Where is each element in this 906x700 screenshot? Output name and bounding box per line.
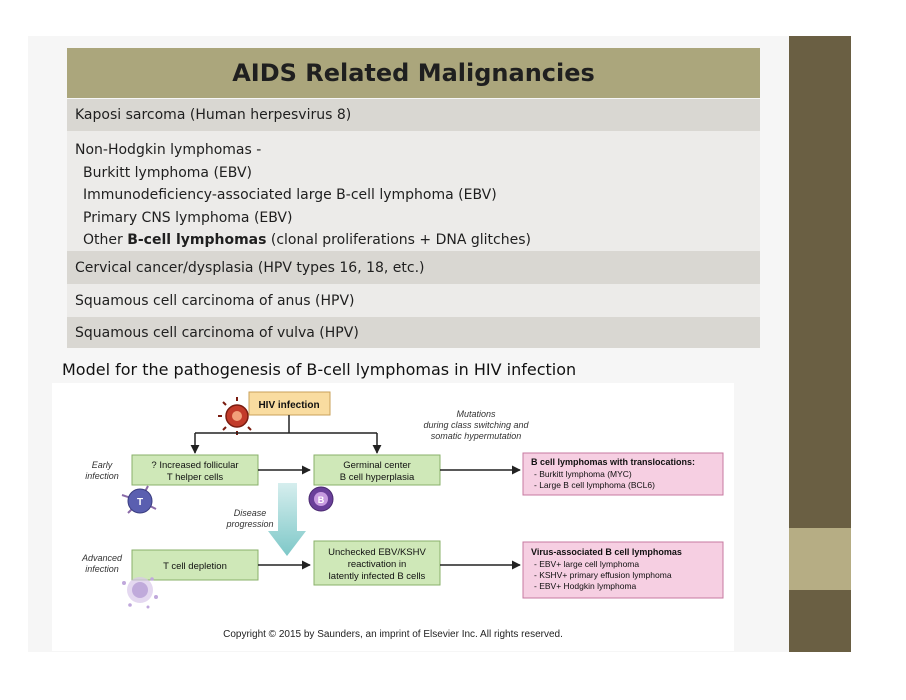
row-vulva: Squamous cell carcinoma of vulva (HPV) bbox=[67, 317, 760, 348]
follicular-line-1: ? Increased follicular bbox=[151, 460, 238, 471]
germinal-line-2: B cell hyperplasia bbox=[340, 472, 415, 483]
mutations-note-3: somatic hypermutation bbox=[431, 431, 522, 441]
title-banner: AIDS Related Malignancies bbox=[67, 48, 760, 98]
hiv-virus-icon bbox=[218, 397, 252, 435]
follicular-line-2: T helper cells bbox=[167, 472, 224, 483]
ebv-kshv-box bbox=[313, 540, 441, 586]
virus-item-1: - EBV+ large cell lymphoma bbox=[534, 559, 639, 569]
nhl-other-bold: B-cell lymphomas bbox=[127, 232, 267, 248]
mutations-note-1: Mutations bbox=[456, 409, 496, 419]
b-cell-label: B bbox=[318, 495, 325, 505]
row-cervical: Cervical cancer/dysplasia (HPV types 16,… bbox=[67, 251, 760, 284]
nhl-item-cns: Primary CNS lymphoma (EBV) bbox=[83, 209, 293, 226]
row-vulva-text: Squamous cell carcinoma of vulva (HPV) bbox=[75, 324, 359, 341]
row-kaposi-text: Kaposi sarcoma (Human herpesvirus 8) bbox=[75, 107, 352, 123]
disease-progression-arrow bbox=[268, 483, 306, 556]
germinal-line-1: Germinal center bbox=[343, 460, 411, 471]
row-kaposi: Kaposi sarcoma (Human herpesvirus 8) bbox=[67, 99, 760, 131]
virus-associated-box bbox=[522, 541, 724, 599]
figure-subtitle: Model for the pathogenesis of B-cell lym… bbox=[62, 360, 577, 379]
t-cell-label: T bbox=[137, 497, 143, 508]
pathogenesis-figure: HIV infection Mutations during class swi… bbox=[52, 383, 734, 651]
hiv-infection-label: HIV infection bbox=[258, 400, 319, 411]
early-infection-2: infection bbox=[85, 471, 119, 481]
ebv-line-1: Unchecked EBV/KSHV bbox=[328, 547, 426, 558]
depleted-t-cell-icon bbox=[122, 577, 158, 609]
t-cell-icon: T bbox=[121, 485, 157, 514]
t-cell-depletion-box bbox=[131, 549, 259, 581]
nhl-other-suffix: (clonal proliferations + DNA glitches) bbox=[266, 232, 531, 248]
virus-title: Virus-associated B cell lymphomas bbox=[531, 547, 682, 557]
translocations-box bbox=[522, 452, 724, 496]
disease-progression-1: Disease bbox=[234, 508, 267, 518]
copyright-notice: Copyright © 2015 by Saunders, an imprint… bbox=[223, 629, 563, 640]
germinal-center-box bbox=[313, 454, 441, 486]
nhl-heading: Non-Hodgkin lymphomas - bbox=[75, 142, 262, 158]
nhl-item-immunodeficiency: Immunodeficiency-associated large B-cell… bbox=[83, 187, 497, 203]
advanced-infection-1: Advanced bbox=[81, 553, 123, 563]
early-infection-1: Early bbox=[92, 460, 113, 470]
t-cell-depletion-label: T cell depletion bbox=[163, 561, 227, 572]
translocations-title: B cell lymphomas with translocations: bbox=[531, 457, 695, 467]
ebv-line-2: reactivation in bbox=[348, 559, 407, 570]
slide-title: AIDS Related Malignancies bbox=[232, 59, 595, 87]
row-cervical-text: Cervical cancer/dysplasia (HPV types 16,… bbox=[75, 259, 425, 276]
row-anus: Squamous cell carcinoma of anus (HPV) bbox=[67, 284, 760, 317]
virus-item-3: - EBV+ Hodgkin lymphoma bbox=[534, 581, 637, 591]
row-nhl: Non-Hodgkin lymphomas - Burkitt lymphoma… bbox=[67, 131, 760, 251]
advanced-infection-2: infection bbox=[85, 564, 119, 574]
disease-progression-2: progression bbox=[225, 519, 273, 529]
mutations-note-2: during class switching and bbox=[423, 420, 529, 430]
follicular-box bbox=[131, 454, 259, 486]
b-cell-icon: B bbox=[308, 486, 334, 512]
translocations-item-1: - Burkitt lymphoma (MYC) bbox=[534, 469, 632, 479]
row-anus-text: Squamous cell carcinoma of anus (HPV) bbox=[75, 292, 355, 309]
virus-item-2: - KSHV+ primary effusion lymphoma bbox=[534, 570, 672, 580]
nhl-item-other: Other B-cell lymphomas (clonal prolifera… bbox=[75, 229, 760, 252]
translocations-item-2: - Large B cell lymphoma (BCL6) bbox=[534, 480, 655, 490]
ebv-line-3: latently infected B cells bbox=[329, 571, 426, 582]
pathogenesis-diagram: HIV infection Mutations during class swi… bbox=[81, 391, 724, 609]
nhl-other-prefix: Other bbox=[83, 232, 128, 248]
nhl-item-burkitt: Burkitt lymphoma (EBV) bbox=[83, 164, 252, 181]
side-bar-accent bbox=[789, 528, 851, 590]
